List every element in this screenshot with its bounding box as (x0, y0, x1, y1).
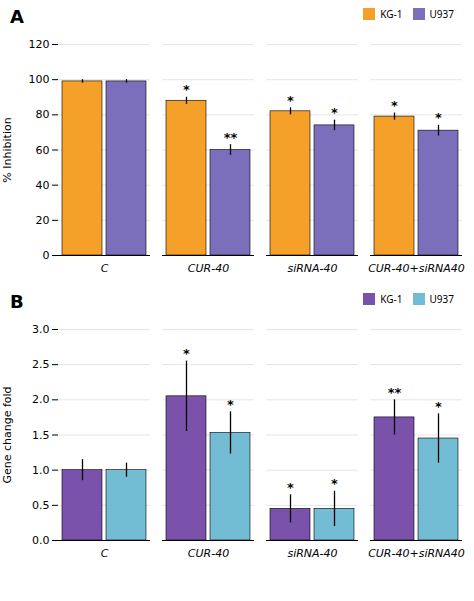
svg-text:*: * (331, 105, 338, 120)
svg-text:Gene change fold: Gene change fold (1, 386, 14, 483)
svg-text:CUR-40: CUR-40 (188, 547, 229, 560)
svg-text:3.0: 3.0 (32, 323, 50, 336)
svg-text:**: ** (224, 130, 238, 145)
svg-text:CUR-40+siRNA40: CUR-40+siRNA40 (368, 547, 465, 560)
svg-text:*: * (183, 346, 190, 361)
svg-text:0.5: 0.5 (32, 499, 50, 512)
svg-text:60: 60 (36, 144, 50, 157)
html-text:KG-1: KG-1 (380, 291, 403, 306)
svg-text:*: * (435, 399, 442, 414)
svg-text:C: C (101, 547, 109, 560)
svg-text:% Inhibition: % Inhibition (1, 117, 14, 182)
html-text:A: A (10, 5, 24, 27)
svg-text:*: * (287, 480, 294, 495)
svg-text:**: ** (388, 385, 402, 400)
svg-text:C: C (101, 262, 109, 275)
svg-text:1.5: 1.5 (32, 429, 50, 442)
svg-text:CUR-40: CUR-40 (188, 262, 229, 275)
svg-text:siRNA-40: siRNA-40 (287, 547, 337, 560)
svg-text:*: * (287, 93, 294, 108)
svg-text:siRNA-40: siRNA-40 (287, 262, 337, 275)
svg-text:2.0: 2.0 (32, 393, 50, 406)
svg-text:*: * (435, 110, 442, 125)
svg-text:80: 80 (36, 108, 50, 121)
svg-text:2.5: 2.5 (32, 358, 50, 371)
svg-text:120: 120 (29, 38, 50, 51)
svg-text:0.0: 0.0 (32, 534, 50, 547)
svg-text:0: 0 (43, 249, 50, 262)
html-text:KG-1: KG-1 (380, 6, 403, 21)
html-text:B: B (10, 290, 24, 312)
svg-text:*: * (391, 98, 398, 113)
html-text:U937: U937 (429, 291, 454, 306)
svg-text:20: 20 (36, 214, 50, 227)
svg-text:40: 40 (36, 179, 50, 192)
svg-text:*: * (331, 476, 338, 491)
svg-text:CUR-40+siRNA40: CUR-40+siRNA40 (368, 262, 465, 275)
svg-text:*: * (227, 397, 234, 412)
svg-text:*: * (183, 82, 190, 97)
svg-text:100: 100 (29, 73, 50, 86)
svg-text:1.0: 1.0 (32, 464, 50, 477)
html-text:U937: U937 (429, 6, 454, 21)
